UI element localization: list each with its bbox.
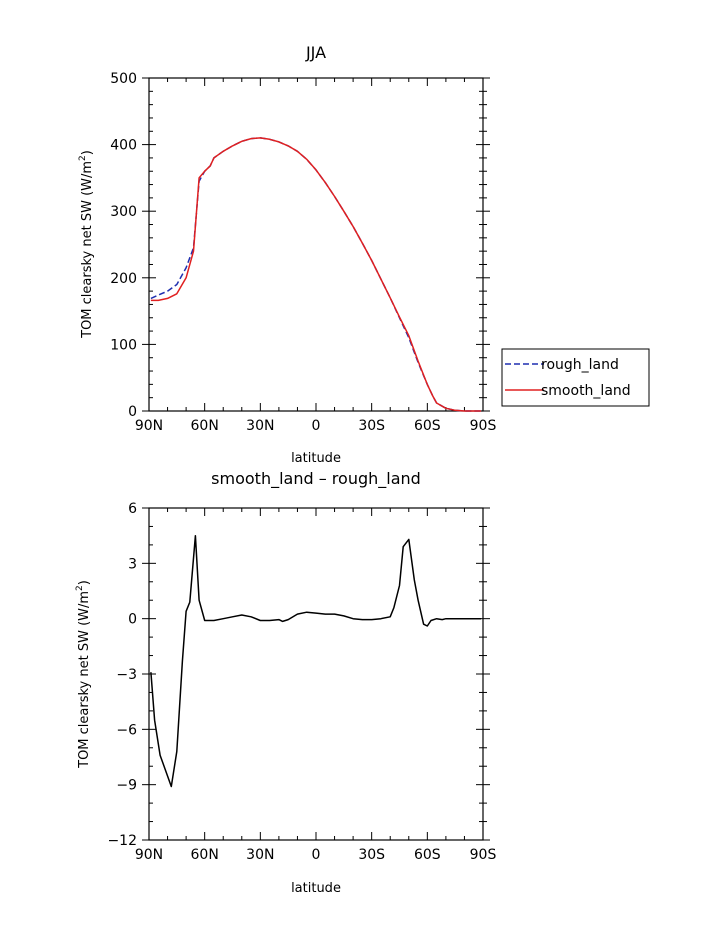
y-tick-label: 0: [128, 404, 137, 420]
x-axis-label: latitude: [291, 451, 341, 466]
x-tick-label: 60N: [191, 847, 219, 863]
x-tick-label: 60S: [414, 418, 441, 434]
x-tick-label: 30N: [246, 418, 274, 434]
chart-panel-top: JJA 90N 60N 30N 0 30S 60S 90S 0 100 200 300 400 500…: [78, 43, 650, 466]
y-tick-labels: 0 100 200 300 400 500: [110, 71, 137, 420]
chart-panel-bottom: smooth_land – rough_land 90N 60N 30N 0 30S 60…: [75, 469, 496, 896]
y-axis-label: TOM clearsky net SW (W/m2): [78, 150, 95, 339]
x-tick-label: 60N: [191, 418, 219, 434]
y-tick-label: −9: [116, 778, 137, 794]
chart-title: JJA: [305, 43, 326, 62]
y-axis-label-difference: TOM clearsky net SW (W/m2): [75, 580, 92, 769]
series-lines-difference: [150, 534, 482, 788]
y-tick-label: 3: [128, 556, 137, 572]
series-line-difference: [150, 534, 482, 788]
plot-frame-difference: [148, 507, 484, 841]
y-tick-label: −3: [116, 667, 137, 683]
x-tick-label: 90S: [470, 847, 497, 863]
y-tick-label: −6: [116, 722, 137, 738]
y-tick-label: 400: [110, 138, 137, 154]
x-tick-labels-difference: 90N 60N 30N 0 30S 60S 90S: [135, 847, 497, 863]
series-line-rough-land: [150, 137, 482, 412]
y-tick-label: 6: [128, 501, 137, 517]
legend-label-smooth-land: smooth_land: [541, 383, 631, 399]
y-tick-label: 200: [110, 271, 137, 287]
legend-box: [501, 348, 650, 407]
plot-frame: [148, 77, 484, 412]
x-tick-label: 60S: [414, 847, 441, 863]
x-tick-label: 30N: [246, 847, 274, 863]
y-tick-label: 0: [128, 612, 137, 628]
y-tick-label: 300: [110, 204, 137, 220]
series-line-smooth-land: [150, 137, 482, 412]
series-lines: [150, 137, 482, 412]
axis-ticks-difference: [142, 507, 490, 841]
x-tick-label: 90S: [470, 418, 497, 434]
y-tick-labels-difference: −12 −9 −6 −3 0 3 6: [107, 501, 137, 849]
x-tick-label: 30S: [358, 847, 385, 863]
legend-label-rough-land: rough_land: [541, 357, 619, 373]
y-tick-label: −12: [107, 833, 137, 849]
x-tick-labels: 90N 60N 30N 0 30S 60S 90S: [135, 418, 497, 434]
x-tick-label: 30S: [358, 418, 385, 434]
y-tick-label: 100: [110, 337, 137, 353]
legend: rough_land smooth_land: [501, 348, 650, 407]
x-tick-label: 90N: [135, 418, 163, 434]
x-tick-label: 0: [312, 418, 321, 434]
x-tick-label: 0: [312, 847, 321, 863]
x-axis-label-difference: latitude: [291, 881, 341, 896]
y-tick-label: 500: [110, 71, 137, 87]
x-tick-label: 90N: [135, 847, 163, 863]
chart-title-difference: smooth_land – rough_land: [211, 469, 421, 489]
axis-ticks: [142, 77, 490, 412]
